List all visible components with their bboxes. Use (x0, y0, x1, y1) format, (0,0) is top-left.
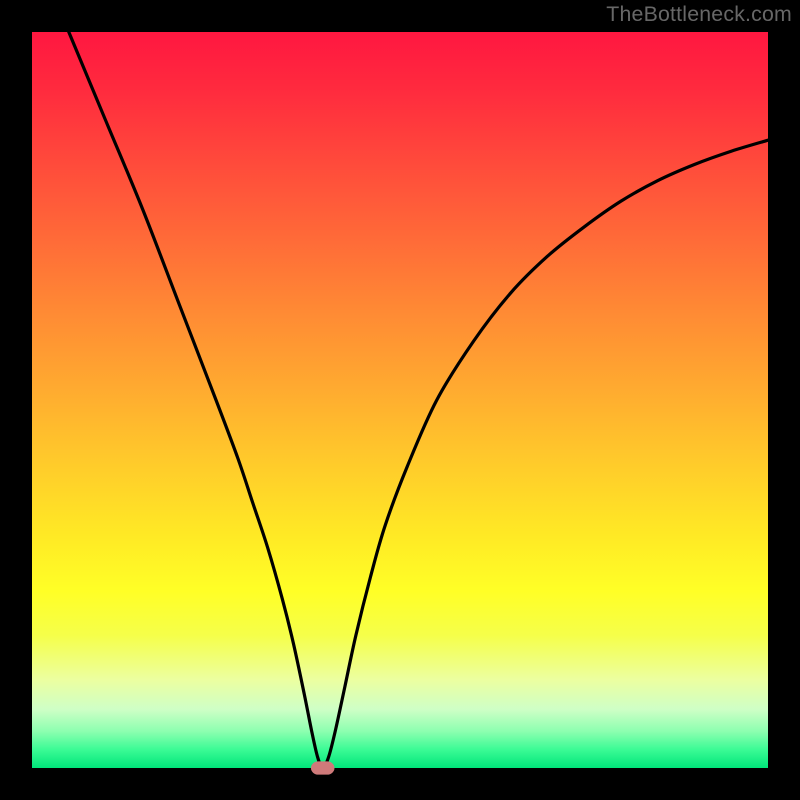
chart-container: TheBottleneck.com (0, 0, 800, 800)
minimum-marker (311, 761, 335, 774)
bottleneck-curve-chart (0, 0, 800, 800)
watermark-label: TheBottleneck.com (606, 2, 792, 27)
plot-background-gradient (32, 32, 768, 768)
